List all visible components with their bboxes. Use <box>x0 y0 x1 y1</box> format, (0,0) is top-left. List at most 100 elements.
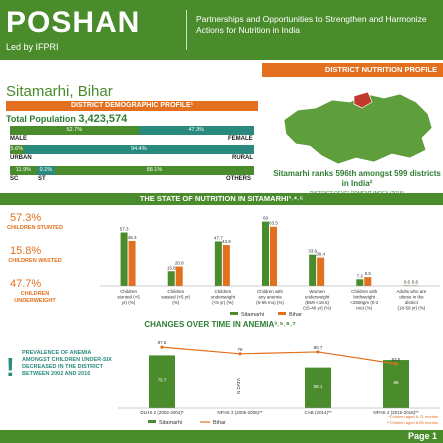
anemia-label-sitamarhi-0: 75.7 <box>158 378 167 383</box>
exclamation-icon: ! <box>6 352 15 382</box>
anemia-legend-sitamarhi: Sitamarhi <box>159 420 182 426</box>
state-of-nutrition-heading: THE STATE OF NUTRITION IN SITAMARHI³˒⁴˒⁵ <box>0 193 443 205</box>
anemia-label-sitamarhi-2: 58.1 <box>314 384 323 389</box>
data-label-sitamarhi-4: 33.6 <box>308 249 317 254</box>
legend-sitamarhi: Sitamarhi <box>241 312 264 318</box>
bar-bihar-0 <box>128 240 136 286</box>
others-label: OTHERS <box>226 176 252 182</box>
stat-stunted-label: CHILDREN STUNTED <box>7 225 63 231</box>
stat-wasted-label: CHILDREN WASTED <box>8 258 62 264</box>
anemia-point-bihar-0 <box>160 345 164 349</box>
category-label: Children underweight (<5 yr) (%) <box>211 289 236 305</box>
total-population: Total Population 3,423,574 <box>6 113 127 125</box>
note-2: **Children aged 6-59 months <box>387 420 438 425</box>
urban-label: URBAN <box>10 155 32 161</box>
anemia-na-label: N DATA <box>236 378 241 394</box>
female-segment: 47.3% <box>138 126 254 135</box>
bar-sitamarhi-1 <box>167 271 175 286</box>
bar-sitamarhi-2 <box>214 241 222 286</box>
data-label-bihar-5: 9.5 <box>365 271 372 276</box>
rural-segment: 94.4% <box>23 145 254 154</box>
anemia-bar-chart: 75.7 87.6 DLHS 2 (2002-2004)* N DATA 78 NFHS … <box>118 340 440 426</box>
anemia-category-1: NFHS 3 (2005-2006)** <box>217 410 263 415</box>
sc-label: SC <box>10 176 19 182</box>
anemia-category-2: CAB (2014)** <box>304 410 331 415</box>
male-label: MALE <box>10 136 27 142</box>
data-label-bihar-2: 43.9 <box>222 239 231 244</box>
anemia-heading: CHANGES OVER TIME IN ANEMIA³˒⁵˒⁶˒⁷ <box>144 320 296 329</box>
data-label-bihar-1: 20.8 <box>175 261 184 266</box>
sitamarhi-district-shape <box>353 91 373 109</box>
rural-label: RURAL <box>232 155 253 161</box>
bar-bihar-3 <box>270 226 277 286</box>
anemia-label-bihar-2: 80.7 <box>314 345 323 350</box>
data-label-sitamarhi-1: 15.8 <box>167 265 176 270</box>
stat-stunted-value: 57.3% <box>10 212 42 224</box>
anemia-category-0: DLHS 2 (2002-2004)* <box>140 410 184 415</box>
data-label-bihar-0: 48.3 <box>128 235 137 240</box>
header-band <box>0 0 443 60</box>
legend-swatch-bihar <box>278 312 286 315</box>
poshan-logo: POSHAN <box>6 6 141 39</box>
district-name: Sitamarhi, Bihar <box>6 83 113 100</box>
data-label-sitamarhi-3: 69 <box>263 216 269 221</box>
anemia-category-3: NFHS 4 (2015-2016)** <box>373 410 419 415</box>
bar-sitamarhi-4 <box>309 254 317 286</box>
anemia-bar-sitamarhi-2 <box>305 367 331 408</box>
category-label: Children stunted (<5 yr) (%) <box>117 289 140 305</box>
data-label-bihar-6: 0.6 <box>412 279 419 284</box>
population-label: Total Population <box>6 114 76 124</box>
legend-bihar: Bihar <box>289 312 302 318</box>
nutrition-bar-chart: 57.3 48.3 Children stunted (<5 yr) (%) 15.820… <box>100 216 440 318</box>
note-1: *Children aged 6-71 months <box>388 414 438 419</box>
anemia-point-bihar-2 <box>316 350 320 354</box>
data-label-sitamarhi-6: 0.6 <box>404 279 411 284</box>
bar-sitamarhi-0 <box>120 232 128 286</box>
bar-bihar-6 <box>411 285 419 286</box>
category-label: Adults who are obese in the district (18-59… <box>397 289 427 311</box>
data-label-sitamarhi-5: 7.2 <box>357 273 364 278</box>
category-label: Children with any anemia (6-59 mo) (%) <box>256 289 284 305</box>
anemia-bar-sitamarhi-0 <box>149 355 175 408</box>
stat-underweight-label: CHILDREN UNDERWEIGHT <box>14 291 56 304</box>
male-segment: 52.7% <box>10 126 139 135</box>
population-value: 3,423,574 <box>78 113 128 125</box>
bar-sitamarhi-6 <box>403 285 411 286</box>
bar-sitamarhi-3 <box>262 221 269 286</box>
bar-bihar-5 <box>364 277 372 286</box>
gender-split-bar: 52.7% 47.3% <box>10 126 254 135</box>
page-number: Page 1 <box>407 431 437 441</box>
header-tagline: Partnerships and Opportunities to Streng… <box>196 14 427 35</box>
urban-segment: 5.6% <box>10 145 24 154</box>
bar-bihar-1 <box>175 266 183 286</box>
sc-segment: 11.9% <box>10 166 37 175</box>
anemia-label-bihar-0: 87.6 <box>158 340 167 345</box>
anemia-legend-bihar: Bihar <box>213 420 226 426</box>
demographic-profile-heading: DISTRICT DEMOGRAPHIC PROFILE¹ <box>6 101 258 111</box>
data-label-sitamarhi-2: 47.7 <box>214 235 223 240</box>
legend-swatch-sitamarhi <box>230 312 238 315</box>
female-label: FEMALE <box>228 136 253 142</box>
prevalence-text: PREVALENCE OF ANEMIA AMONGST CHILDREN UN… <box>22 350 112 377</box>
category-label: Children with birthweight <2500gm (0-2 mo) … <box>350 289 379 311</box>
footer-band <box>0 430 443 443</box>
anemia-point-bihar-1 <box>238 352 242 356</box>
anemia-bar-sitamarhi-3 <box>383 360 409 408</box>
data-label-bihar-4: 30.4 <box>316 252 325 257</box>
bar-bihar-2 <box>222 245 230 286</box>
bihar-state-shape <box>283 93 433 165</box>
category-label: Children wasted (<5 yr) (%) <box>161 289 190 305</box>
anemia-label-bihar-3: 63.5 <box>392 357 401 362</box>
data-label-bihar-3: 63.5 <box>269 221 278 226</box>
bihar-map <box>283 91 433 165</box>
anemia-label-sitamarhi-3: 69 <box>393 380 399 385</box>
stat-underweight-value: 47.7% <box>10 278 42 290</box>
anemia-label-bihar-1: 78 <box>237 347 243 352</box>
st-segment: 0.1% <box>36 166 55 175</box>
residence-split-bar: 5.6% 94.4% <box>10 145 254 154</box>
stat-wasted-value: 15.8% <box>10 245 42 257</box>
anemia-line-bihar <box>161 346 397 365</box>
caste-split-bar: 11.9% 0.1% 88.1% <box>10 166 254 175</box>
st-label: ST <box>38 176 46 182</box>
anemia-legend-swatch-sitamarhi <box>148 420 156 423</box>
